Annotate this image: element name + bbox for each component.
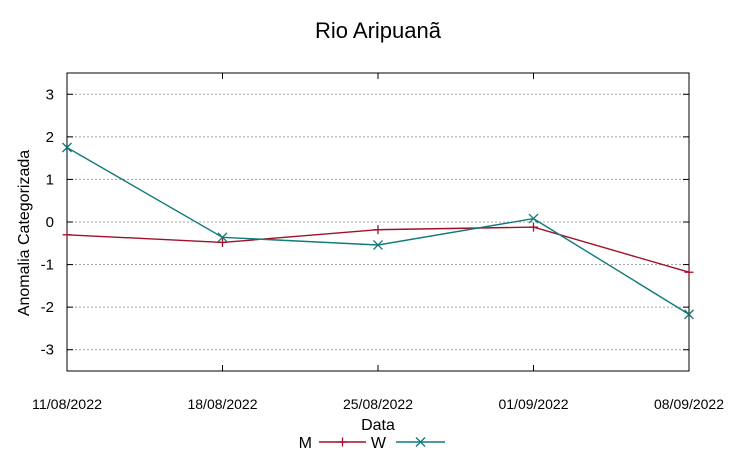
x-tick-label: 01/09/2022 bbox=[499, 397, 569, 412]
data-point-w bbox=[528, 213, 539, 224]
data-point-w-b bbox=[528, 213, 539, 224]
y-tick-label: 1 bbox=[46, 171, 54, 188]
data-point-w-b bbox=[373, 240, 383, 250]
axis-ticks: 3 2 1 0 -1 -2 -3 11/08/2022 18/08/2022 25/08/2022… bbox=[32, 73, 724, 412]
data-point-w-b bbox=[217, 232, 228, 243]
data-point-m bbox=[684, 267, 694, 277]
y-axis-label: Anomalia Categorizada bbox=[16, 150, 33, 316]
x-axis-label: Data bbox=[361, 417, 395, 434]
x-tick-label: 18/08/2022 bbox=[188, 397, 258, 412]
x-tick-label: 08/09/2022 bbox=[654, 397, 724, 412]
data-point-w bbox=[684, 309, 694, 320]
data-point-m bbox=[373, 225, 383, 235]
legend-marker-w bbox=[415, 437, 426, 447]
data-point-m bbox=[218, 237, 227, 247]
y-tick-label: -3 bbox=[41, 342, 54, 359]
data-point-w bbox=[62, 142, 72, 153]
grid-lines bbox=[67, 93, 689, 351]
x-tick-label: 11/08/2022 bbox=[32, 397, 102, 412]
legend-marker-m bbox=[338, 437, 347, 447]
data-point-w bbox=[217, 232, 228, 243]
y-tick-label: 0 bbox=[46, 214, 54, 231]
data-point-m bbox=[62, 230, 72, 240]
legend-label-w: W bbox=[371, 435, 387, 452]
y-tick-label: 2 bbox=[46, 129, 54, 146]
data-point-w bbox=[373, 240, 383, 250]
x-tick-label: 25/08/2022 bbox=[343, 397, 413, 412]
data-point-w-b bbox=[684, 309, 694, 320]
data-point-m bbox=[529, 222, 538, 232]
y-tick-label: -2 bbox=[41, 299, 54, 316]
series-lines bbox=[62, 142, 694, 320]
legend-marker-w-b bbox=[415, 437, 426, 447]
y-tick-label: -1 bbox=[41, 257, 54, 274]
legend-label-m: M bbox=[299, 435, 312, 452]
data-point-w-b bbox=[62, 142, 72, 153]
y-tick-label: 3 bbox=[46, 86, 54, 103]
chart-title: Rio Aripuanã bbox=[315, 18, 442, 43]
